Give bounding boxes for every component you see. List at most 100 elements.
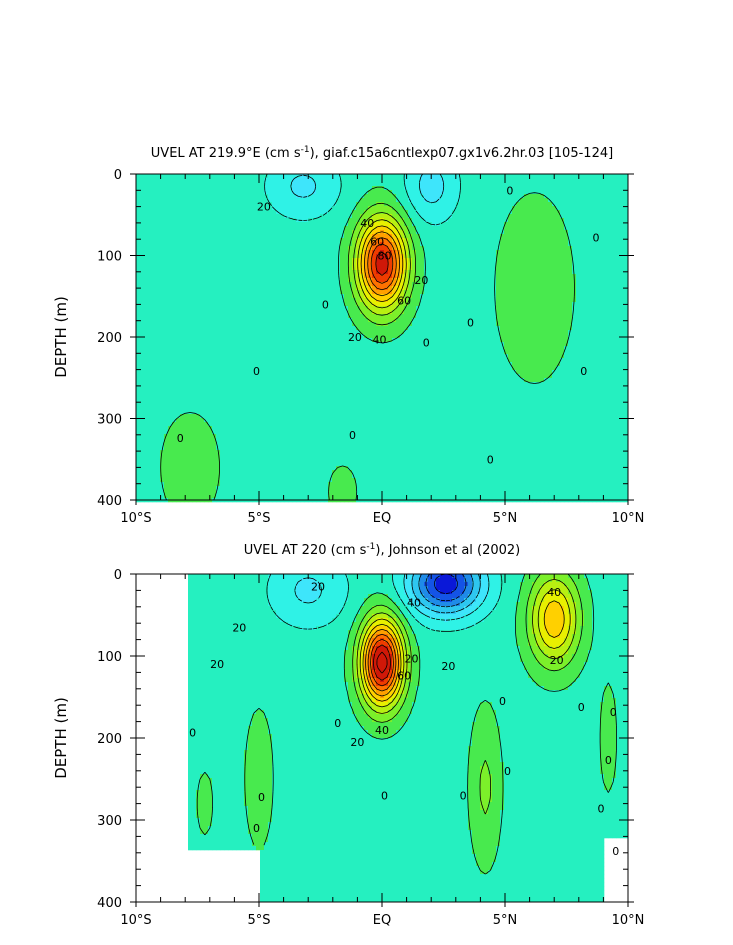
contour-label: 0 [253,822,260,835]
contour-label: 20 [350,736,364,749]
y-tick-label: 100 [97,650,122,665]
y-tick-label: 0 [114,568,122,583]
contour-label: 0 [499,695,506,708]
x-tick-label: 10°N [612,913,645,928]
contour-label: 20 [405,652,419,665]
contour-label: 20 [414,274,428,287]
contour-label: 20 [232,621,246,634]
contour-line [373,644,391,681]
contour-fill [136,174,629,503]
y-tick-label: 200 [97,732,122,747]
contour-label: 40 [375,724,389,737]
contour-line [196,573,617,875]
contour-line [290,173,445,204]
contour-label: 60 [397,670,411,683]
x-tick-label: 5°S [247,511,270,526]
contour-label: 0 [177,432,184,445]
y-axis-title: DEPTH (m) [52,697,70,779]
contour-label: 40 [360,217,374,230]
contour-line [376,651,388,674]
panel-title-main: UVEL AT 219.9°E (cm s [151,146,301,161]
x-tick-label: 5°N [493,511,518,526]
contour-label: 0 [610,706,617,719]
y-tick-label: 200 [97,331,122,346]
x-tick-label: 5°N [493,913,518,928]
contour-line [294,573,490,621]
contour-fill [188,574,629,903]
contour-label: 0 [253,365,260,378]
contour-label: 0 [612,845,619,858]
contour-label: 20 [441,660,455,673]
contour-line [370,638,394,687]
contour-label: 0 [460,789,467,802]
contour-line [356,579,577,714]
x-axis: 10°S 5°S EQ 5°N 10°N [120,174,644,526]
panel-title-sup: -1 [366,542,375,552]
contour-line [264,173,461,226]
contour-line [364,231,400,297]
contour-label: 0 [578,701,585,714]
contour-line [359,589,571,708]
contour-line [352,573,583,815]
contour-label: 0 [189,726,196,739]
contour-label: 40 [373,333,387,346]
y-axis-title: DEPTH (m) [52,296,70,378]
y-tick-label: 400 [97,896,122,911]
x-axis: 10°S 5°S EQ 5°N 10°N [120,574,644,928]
contour-label: 0 [381,789,388,802]
contour-label: 0 [423,337,430,350]
contour-label: 40 [407,597,421,610]
x-tick-label: EQ [373,511,391,526]
x-tick-label: EQ [373,913,391,928]
panel-title-tail: ), Johnson et al (2002) [375,543,520,558]
y-tick-label: 100 [97,250,122,265]
contour-labels: 20 40 40 20 20 20 60 20 20 0 20 40 0 0 0 0 0 0 0 0 0 0 0 0 [189,580,619,858]
y-tick-label: 300 [97,814,122,829]
y-tick-label: 400 [97,494,122,509]
x-tick-label: 10°S [120,913,151,928]
contour-label: 0 [467,316,474,329]
contour-label: 60 [397,294,411,307]
contour-line [425,573,467,602]
panel-title: UVEL AT 220 (cm s-1), Johnson et al (200… [244,542,521,558]
contour-label: 0 [506,184,513,197]
contour-line [160,186,575,501]
panel-title-tail: ), giaf.c15a6cntlexp07.gx1v6.2hr.03 [105… [310,146,614,161]
panel-title: UVEL AT 219.9°E (cm s-1), giaf.c15a6cntl… [151,145,613,161]
contour-label: 0 [334,717,341,730]
contour-line [375,251,389,276]
contour-label: 20 [550,654,564,667]
contour-label: 20 [348,331,362,344]
y-tick-label: 0 [114,168,122,183]
contour-label: 20 [210,658,224,671]
contour-label: 20 [257,201,271,214]
contour-line [347,202,416,326]
contour-label: 0 [593,232,600,245]
contour-label: 80 [377,250,391,263]
contour-label: 60 [370,236,384,249]
contour-label: 0 [258,791,265,804]
panel-title-sup: -1 [301,145,310,155]
contour-line [362,600,565,702]
contour-line [418,573,474,608]
contour-label: 40 [547,586,561,599]
contour-line [370,243,394,284]
x-tick-label: 5°S [247,913,270,928]
contour-line [367,633,397,692]
panel-title-main: UVEL AT 220 (cm s [244,543,367,558]
contour-label: 0 [349,429,356,442]
contour-label: 0 [322,298,329,311]
contour-label: 0 [597,803,604,816]
contour-label: 0 [504,765,511,778]
contour-lines [160,173,575,501]
contour-line [266,573,503,632]
contour-line [367,237,397,291]
contour-line [411,573,481,614]
contour-line [353,212,411,316]
x-tick-label: 10°S [120,511,151,526]
